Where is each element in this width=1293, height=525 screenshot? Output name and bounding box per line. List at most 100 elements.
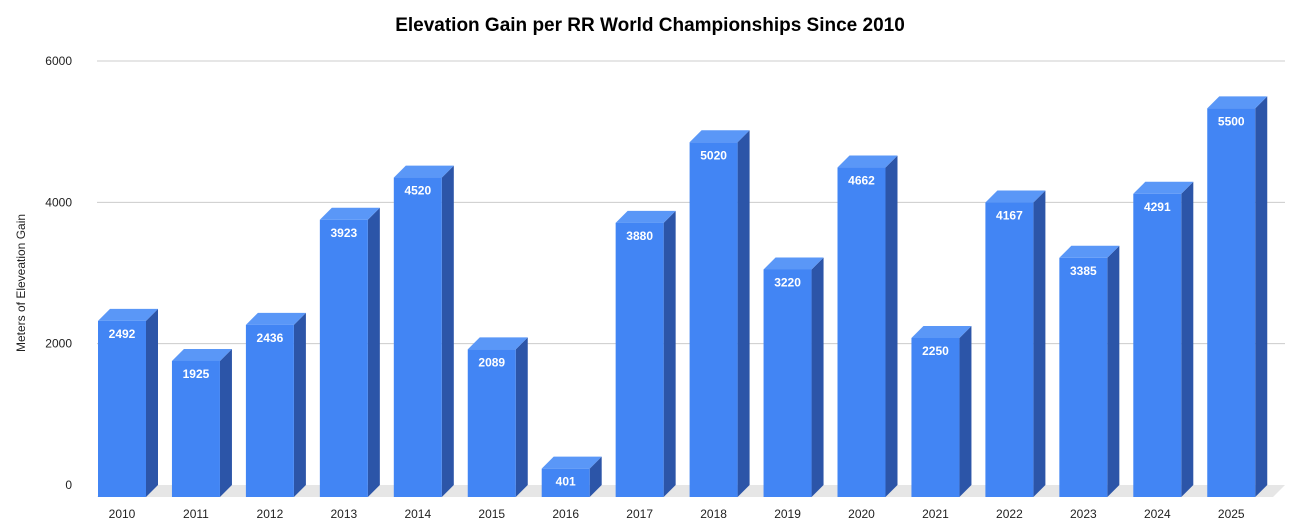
x-tick-label: 2013: [330, 507, 357, 521]
bar-group: 4520: [393, 165, 454, 497]
x-tick-label: 2016: [552, 507, 579, 521]
bar-group: 2250: [911, 326, 972, 497]
x-tick-label: 2011: [183, 507, 209, 521]
bar-side: [219, 348, 232, 497]
bar-side: [1181, 181, 1194, 497]
data-label: 3923: [330, 226, 357, 240]
bar-group: 4167: [985, 190, 1046, 498]
x-tick-label: 2020: [848, 507, 875, 521]
x-tick-label: 2024: [1144, 507, 1171, 521]
bar: [911, 338, 960, 497]
data-label: 3220: [774, 275, 801, 289]
bar-top: [615, 210, 676, 223]
y-tick-label: 4000: [45, 195, 72, 209]
chart-title: Elevation Gain per RR World Championship…: [395, 15, 905, 36]
bar: [837, 167, 886, 497]
bar-side: [367, 207, 380, 498]
bar-top: [837, 155, 898, 168]
bar: [689, 142, 738, 497]
bar-group: 4291: [1133, 181, 1194, 497]
bar-top: [319, 207, 380, 220]
data-label: 4520: [404, 184, 431, 198]
data-label: 3385: [1070, 264, 1097, 278]
bar: [393, 177, 442, 497]
bar-side: [737, 130, 750, 497]
bar-top: [393, 165, 454, 178]
y-axis-label: Meters of Eleveation Gain: [14, 214, 28, 352]
data-label: 5020: [700, 148, 727, 162]
bar: [615, 222, 664, 497]
bar-group: 3923: [319, 207, 380, 498]
bar-group: 401: [541, 456, 602, 497]
x-tick-label: 2010: [109, 507, 136, 521]
data-label: 1925: [183, 367, 210, 381]
y-tick-label: 0: [65, 478, 72, 492]
bar-group: 2436: [245, 312, 306, 497]
bar-side: [959, 326, 972, 497]
bar-top: [467, 337, 528, 350]
bar-group: 3385: [1059, 245, 1120, 497]
bar-top: [541, 456, 602, 469]
bar-side: [515, 337, 528, 497]
data-label: 2492: [109, 327, 136, 341]
bar-group: 2492: [98, 308, 158, 497]
bar-side: [811, 257, 824, 497]
x-tick-label: 2023: [1070, 507, 1097, 521]
bar: [763, 269, 812, 497]
bar: [985, 202, 1034, 498]
bar-group: 1925: [171, 348, 232, 497]
bars: 2492 1925 2436 3923 4520 2089 401 3880 5020 3220 4…: [98, 96, 1268, 498]
bar-top: [911, 326, 972, 338]
bar-top: [1059, 245, 1120, 258]
x-tick-label: 2018: [700, 507, 727, 521]
bar-group: 3880: [615, 210, 676, 497]
x-tick-label: 2015: [478, 507, 505, 521]
bar-top: [689, 130, 750, 143]
bar: [1059, 257, 1108, 497]
bar: [245, 324, 294, 497]
bar-top: [763, 257, 824, 270]
x-tick-label: 2017: [626, 507, 653, 521]
y-tick-label: 6000: [45, 54, 72, 68]
x-tick-label: 2012: [257, 507, 284, 521]
bar: [98, 320, 146, 497]
bar: [319, 219, 368, 498]
bar-side: [1033, 190, 1046, 498]
bar-group: 5500: [1207, 96, 1268, 497]
bar-top: [1207, 96, 1268, 109]
bar-group: 2089: [467, 337, 528, 497]
bar: [171, 360, 220, 497]
x-tick-label: 2019: [774, 507, 801, 521]
bar-top: [985, 190, 1046, 203]
bar-side: [441, 165, 454, 497]
bar-top: [245, 312, 306, 325]
data-label: 3880: [626, 229, 653, 243]
bar-side: [293, 312, 306, 497]
x-tick-label: 2025: [1218, 507, 1245, 521]
bar-side: [146, 308, 158, 497]
bar-side: [663, 210, 676, 497]
bar-group: 4662: [837, 155, 898, 497]
bar-side: [589, 456, 602, 497]
data-label: 401: [556, 475, 576, 489]
data-label: 4291: [1144, 200, 1171, 214]
data-label: 4662: [848, 174, 875, 188]
y-tick-label: 2000: [45, 337, 72, 351]
bar-top: [1133, 181, 1194, 194]
x-axis-ticks: 2010 2011 2012 2013 2014 2015 2016 2017 2018 2019…: [109, 507, 1245, 521]
data-label: 2250: [922, 344, 949, 358]
bar: [1133, 193, 1182, 497]
bar-side: [1255, 96, 1268, 497]
bar-top: [98, 308, 158, 321]
bar: [1207, 108, 1256, 497]
bar-group: 5020: [689, 130, 750, 497]
x-tick-label: 2022: [996, 507, 1023, 521]
bar-group: 3220: [763, 257, 824, 497]
data-label: 2436: [257, 331, 284, 345]
bar-top: [171, 348, 232, 361]
bar: [541, 468, 590, 497]
data-label: 5500: [1218, 114, 1245, 128]
x-tick-label: 2014: [404, 507, 431, 521]
bar-side: [1107, 245, 1120, 497]
